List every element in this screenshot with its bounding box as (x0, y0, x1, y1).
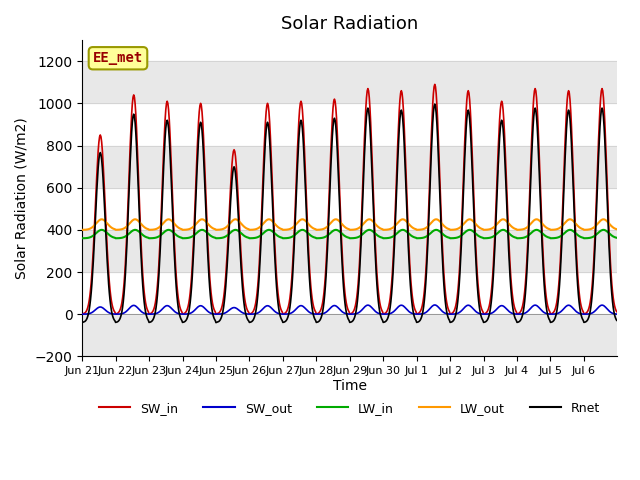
Bar (82, 61, 618, 103)
SW_out (286, 311, 294, 316)
LW_out (141, 225, 149, 231)
LW_in (613, 235, 621, 240)
LW_in (405, 231, 413, 237)
SW_in (404, 231, 412, 237)
X-axis label: Time: Time (333, 379, 367, 393)
SW_in (78, 312, 86, 317)
SW_out (613, 311, 621, 317)
Rnet (435, 169, 443, 175)
LW_in (141, 234, 149, 240)
Title: Solar Radiation: Solar Radiation (281, 15, 419, 33)
Rnet (239, 292, 247, 298)
SW_in (613, 309, 621, 314)
Line: LW_in: LW_in (82, 230, 617, 238)
SW_in (141, 295, 148, 301)
LW_out (405, 221, 413, 227)
SW_in (431, 82, 438, 87)
Rnet (78, 320, 86, 325)
SW_in (286, 296, 294, 301)
LW_out (613, 227, 621, 232)
LW_out (435, 217, 443, 223)
Rnet (404, 244, 412, 250)
SW_in (435, 152, 443, 158)
Rnet (431, 101, 438, 107)
LW_in (287, 235, 294, 240)
Line: SW_in: SW_in (82, 84, 617, 314)
Rnet (613, 317, 621, 323)
Rnet (286, 305, 294, 311)
Legend: SW_in, SW_out, LW_in, LW_out, Rnet: SW_in, SW_out, LW_in, LW_out, Rnet (94, 396, 605, 420)
SW_in (266, 119, 273, 125)
SW_out (404, 308, 412, 314)
SW_out (141, 311, 148, 316)
Bar (82, 314, 618, 356)
LW_in (435, 228, 443, 234)
LW_in (78, 235, 86, 241)
LW_in (98, 227, 106, 233)
Rnet (141, 305, 148, 311)
SW_out (78, 312, 86, 317)
Bar (82, 145, 618, 188)
LW_out (240, 224, 248, 229)
LW_in (240, 233, 248, 239)
Line: SW_out: SW_out (82, 305, 617, 314)
SW_out (431, 302, 438, 308)
SW_in (239, 282, 247, 288)
LW_out (98, 216, 106, 222)
Text: EE_met: EE_met (93, 51, 143, 65)
SW_out (435, 305, 443, 311)
SW_out (266, 304, 273, 310)
LW_out (78, 227, 86, 233)
SW_out (239, 310, 247, 316)
Y-axis label: Solar Radiation (W/m2): Solar Radiation (W/m2) (15, 117, 29, 279)
LW_out (266, 217, 274, 223)
Rnet (266, 137, 273, 143)
LW_out (287, 226, 294, 232)
Line: Rnet: Rnet (82, 104, 617, 323)
Bar (82, 230, 618, 272)
Line: LW_out: LW_out (82, 219, 617, 230)
LW_in (266, 227, 274, 233)
